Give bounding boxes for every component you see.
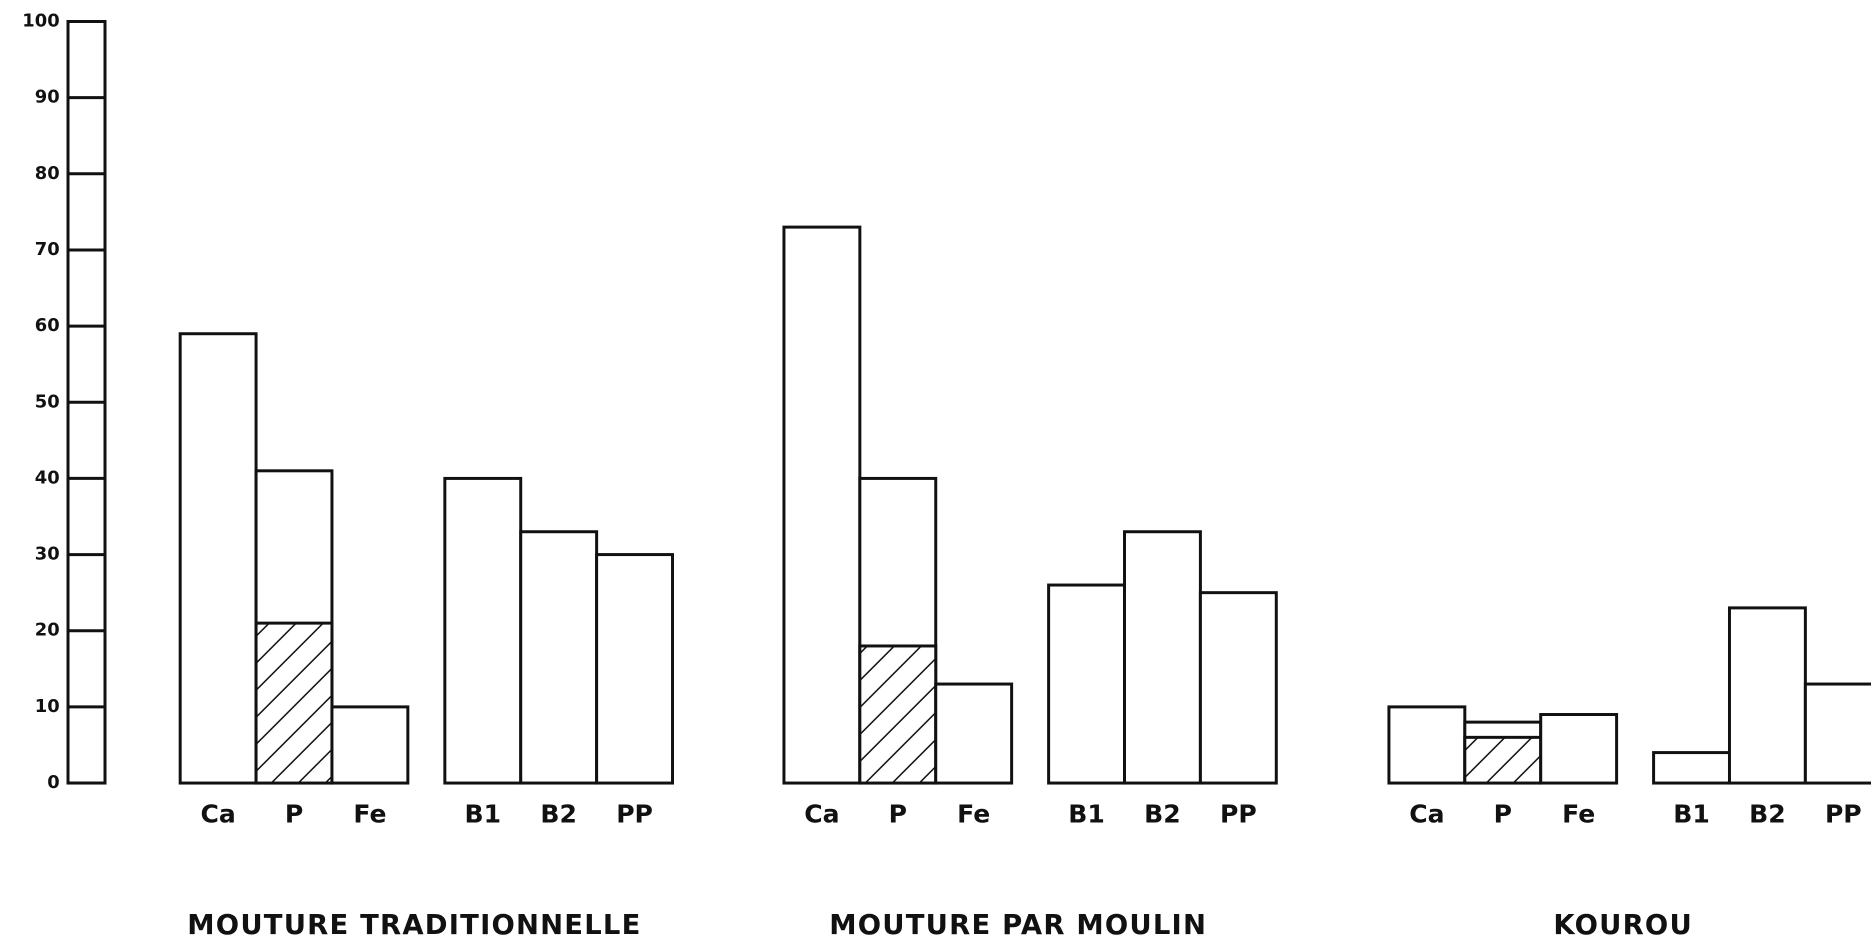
x-tick-label: B2 — [1144, 799, 1181, 828]
bar — [443, 476, 523, 785]
x-tick-label: PP — [1220, 799, 1257, 828]
bar — [1652, 751, 1731, 785]
x-tick-label: PP — [1825, 799, 1862, 828]
x-tick-label: B2 — [540, 799, 577, 828]
y-tick-label: 100 — [22, 10, 59, 31]
bar-hatched — [858, 644, 938, 785]
y-tick-label: 40 — [35, 467, 60, 488]
y-tick-label: 20 — [35, 620, 60, 641]
x-tick-label: B1 — [1673, 799, 1710, 828]
x-tick-label: B1 — [1068, 799, 1105, 828]
x-tick-label: P — [889, 799, 907, 828]
x-tick-label: Ca — [200, 799, 235, 828]
bar-hatched — [254, 621, 334, 785]
bar — [782, 225, 862, 785]
bar — [330, 705, 410, 785]
x-tick-label: Fe — [957, 799, 990, 828]
y-tick-label: 70 — [35, 239, 60, 260]
y-tick-label: 50 — [35, 391, 60, 412]
bar — [1539, 713, 1619, 785]
bar — [519, 530, 599, 785]
y-tick-label: 10 — [35, 696, 60, 717]
x-tick-label: B1 — [465, 799, 502, 828]
bar-hatched — [1463, 735, 1543, 785]
bar — [1198, 591, 1278, 785]
x-tick-label: Ca — [1409, 799, 1444, 828]
y-tick-label: 90 — [35, 87, 60, 108]
bar — [1047, 583, 1127, 785]
y-tick-label: 30 — [35, 544, 60, 565]
x-tick-label: P — [1494, 799, 1512, 828]
x-tick-label: B2 — [1749, 799, 1786, 828]
bar — [934, 682, 1014, 785]
x-tick-label: P — [285, 799, 303, 828]
group-label: MOUTURE TRADITIONNELLE — [187, 910, 641, 941]
y-tick-label: 0 — [47, 772, 59, 793]
bar — [1123, 530, 1202, 785]
bar — [595, 553, 675, 785]
x-tick-label: PP — [616, 799, 653, 828]
x-tick-label: Fe — [1562, 799, 1595, 828]
bar — [178, 332, 258, 785]
bar — [1803, 682, 1871, 785]
x-tick-label: Fe — [353, 799, 386, 828]
group-label: KOUROU — [1553, 910, 1693, 941]
group-label: MOUTURE PAR MOULIN — [829, 910, 1207, 941]
x-tick-label: Ca — [804, 799, 839, 828]
bar — [1727, 606, 1807, 785]
y-tick-label: 80 — [35, 163, 60, 184]
bar — [1387, 705, 1467, 785]
y-tick-label: 60 — [35, 315, 60, 336]
